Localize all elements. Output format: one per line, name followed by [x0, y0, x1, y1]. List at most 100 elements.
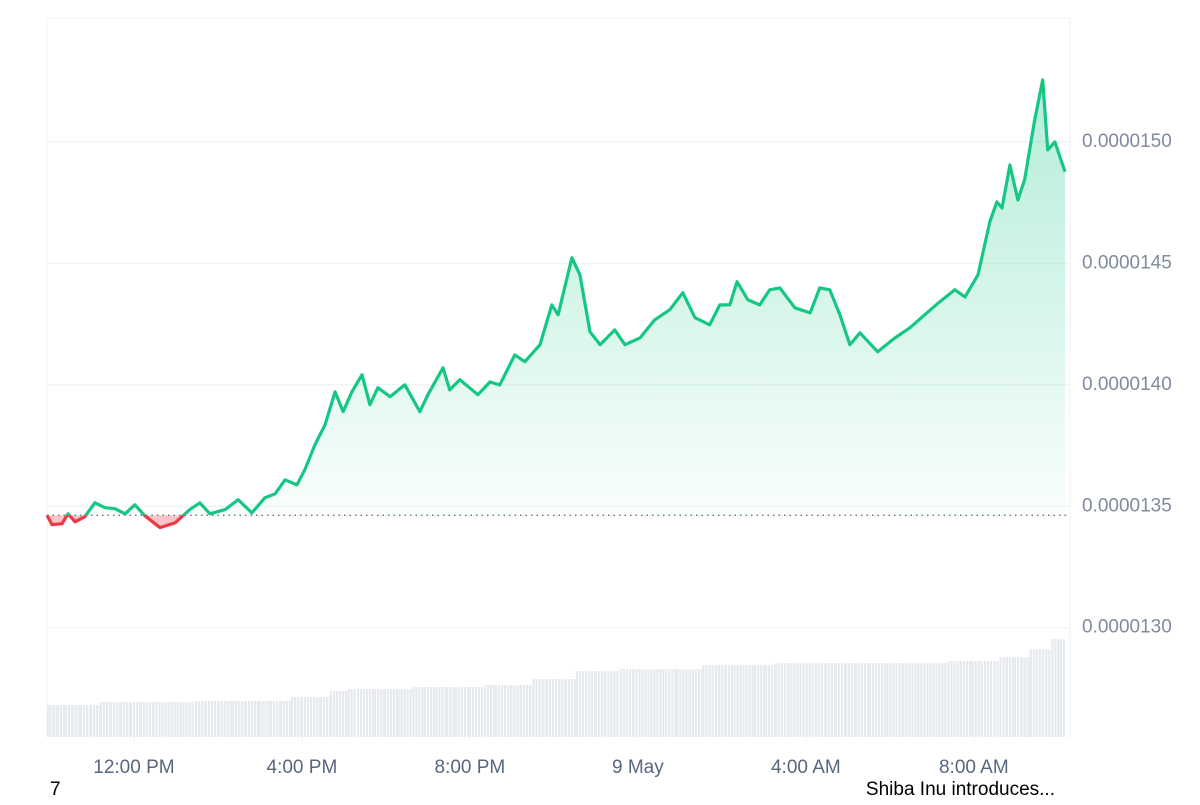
volume-bar — [724, 665, 728, 737]
volume-bar — [330, 691, 333, 737]
y-tick-label: 0.0000130 — [1082, 617, 1172, 638]
volume-bar — [568, 679, 571, 737]
volume-bar — [237, 701, 240, 737]
volume-bar — [962, 661, 966, 737]
volume-bar — [1045, 649, 1048, 737]
volume-bar — [210, 701, 214, 737]
footer-right: Shiba Inu introduces... — [866, 779, 1055, 800]
volume-bar — [525, 685, 529, 737]
volume-bar — [207, 701, 211, 737]
volume-bar — [269, 701, 273, 737]
volume-bar — [905, 663, 908, 737]
volume-bar — [745, 665, 748, 737]
volume-bar — [880, 663, 884, 737]
volume-bar — [911, 663, 914, 737]
volume-bar — [409, 689, 412, 737]
volume-bar — [811, 663, 814, 737]
volume-bar — [240, 701, 243, 737]
volume-bar — [571, 679, 574, 737]
volume-bar — [840, 663, 844, 737]
volume-bar — [290, 697, 294, 737]
volume-bar — [619, 669, 623, 737]
volume-bar — [575, 671, 579, 737]
volume-bar — [109, 702, 113, 737]
volume-bar — [863, 663, 867, 737]
volume-bar — [415, 687, 418, 737]
volume-bar — [362, 689, 366, 737]
volume-bar — [691, 669, 695, 737]
volume-bar — [974, 661, 977, 737]
volume-bar — [694, 669, 698, 737]
volume-bar — [449, 687, 452, 737]
volume-bar — [203, 701, 205, 737]
volume-bar — [980, 661, 983, 737]
volume-bar — [1041, 649, 1044, 737]
volume-bar — [756, 665, 759, 737]
volume-bar — [545, 679, 549, 737]
volume-bar — [1057, 639, 1060, 737]
volume-bar — [733, 665, 736, 737]
volume-bar — [532, 679, 535, 737]
volume-bar — [802, 663, 805, 737]
volume-bar — [152, 702, 155, 737]
volume-bar — [953, 661, 956, 737]
volume-bar — [700, 669, 703, 737]
volume-bar — [135, 702, 139, 737]
volume-bar — [151, 702, 153, 737]
volume-bar — [989, 661, 993, 737]
volume-bar — [258, 701, 261, 737]
volume-bar — [587, 671, 591, 737]
volume-bar — [578, 671, 582, 737]
volume-bar — [283, 701, 286, 737]
volume-bar — [977, 661, 980, 737]
volume-bar — [118, 702, 121, 737]
volume-bar — [466, 687, 469, 737]
volume-bar — [665, 669, 668, 737]
volume-bar — [857, 663, 861, 737]
volume-bar — [1048, 649, 1051, 737]
volume-bar — [834, 663, 838, 737]
volume-bar — [197, 701, 201, 737]
volume-bar — [676, 669, 679, 737]
volume-bar — [123, 702, 126, 737]
volume-bar — [264, 701, 267, 737]
volume-bar — [820, 663, 824, 737]
volume-bar — [638, 669, 641, 737]
volume-bar — [971, 661, 974, 737]
volume-bar — [217, 701, 220, 737]
price-line — [45, 78, 1070, 530]
volume-bar — [421, 687, 424, 737]
volume-bar — [139, 702, 143, 737]
volume-bar — [662, 669, 665, 737]
volume-bar — [843, 663, 845, 737]
volume-bar — [359, 689, 363, 737]
volume-bar — [468, 687, 472, 737]
volume-bar — [688, 669, 692, 737]
y-tick-label: 0.0000150 — [1082, 131, 1172, 152]
volume-bar — [833, 663, 835, 737]
volume-bar — [944, 663, 947, 737]
volume-bar — [616, 671, 619, 737]
volume-bar — [622, 669, 626, 737]
volume-bar — [860, 663, 864, 737]
volume-bar — [176, 702, 179, 737]
volume-bar — [55, 705, 58, 737]
volume-bar — [319, 697, 323, 737]
volume-bar — [112, 702, 116, 737]
volume-bar — [598, 671, 601, 737]
volume-bar — [318, 697, 320, 737]
volume-bar — [644, 669, 647, 737]
y-tick-label: 0.0000145 — [1082, 252, 1172, 273]
volume-bar — [1002, 657, 1005, 737]
volume-bar — [914, 663, 917, 737]
volume-bar — [1005, 657, 1009, 737]
volume-bar — [895, 663, 898, 737]
volume-bar — [513, 685, 516, 737]
volume-bar — [688, 669, 689, 737]
volume-bar — [158, 702, 161, 737]
volume-bar — [503, 685, 507, 737]
volume-bar — [161, 702, 164, 737]
volume-bar — [777, 663, 780, 737]
volume-bar — [877, 663, 881, 737]
volume-bar — [306, 697, 310, 737]
